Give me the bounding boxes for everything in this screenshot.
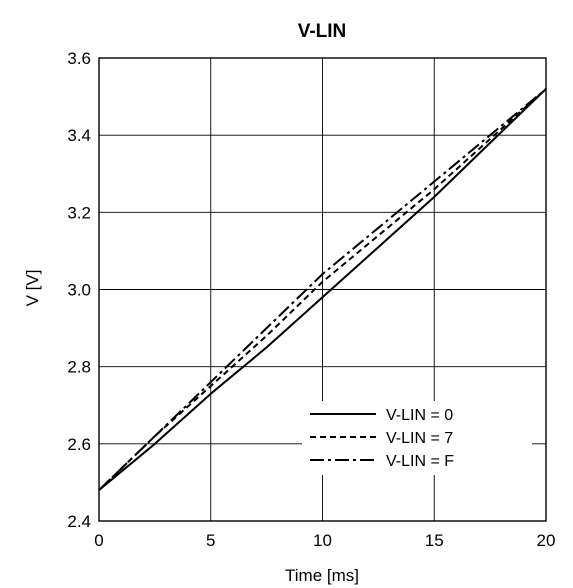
legend-label-3: V-LIN = F xyxy=(386,453,454,470)
y-axis-label: V [V] xyxy=(23,270,42,307)
series-line-1 xyxy=(98,88,547,491)
x-tick-label: 15 xyxy=(425,531,444,550)
x-tick-label: 20 xyxy=(537,531,556,550)
y-tick-label: 2.8 xyxy=(67,358,91,377)
y-tick-label: 2.4 xyxy=(67,512,91,531)
y-tick-label: 3.4 xyxy=(67,126,91,145)
x-axis-label: Time [ms] xyxy=(285,566,359,585)
y-tick-label: 3.0 xyxy=(67,281,91,300)
series-layer xyxy=(98,88,547,491)
legend-label-1: V-LIN = 0 xyxy=(386,407,453,424)
series-line-3 xyxy=(98,88,547,491)
x-tick-label: 0 xyxy=(94,531,103,550)
y-tick-label: 3.6 xyxy=(67,49,91,68)
legend: V-LIN = 0 V-LIN = 7 V-LIN = F xyxy=(302,401,532,475)
y-tick-labels: 2.4 2.6 2.8 3.0 3.2 3.4 3.6 xyxy=(67,49,91,531)
x-tick-label: 10 xyxy=(313,531,332,550)
chart-title: V-LIN xyxy=(298,21,347,42)
x-tick-label: 5 xyxy=(206,531,215,550)
y-tick-label: 2.6 xyxy=(67,435,91,454)
y-tick-label: 3.2 xyxy=(67,203,91,222)
legend-label-2: V-LIN = 7 xyxy=(386,430,453,447)
grid-lines xyxy=(99,58,546,521)
plot-frame xyxy=(98,57,547,522)
x-tick-labels: 0 5 10 15 20 xyxy=(94,531,555,550)
